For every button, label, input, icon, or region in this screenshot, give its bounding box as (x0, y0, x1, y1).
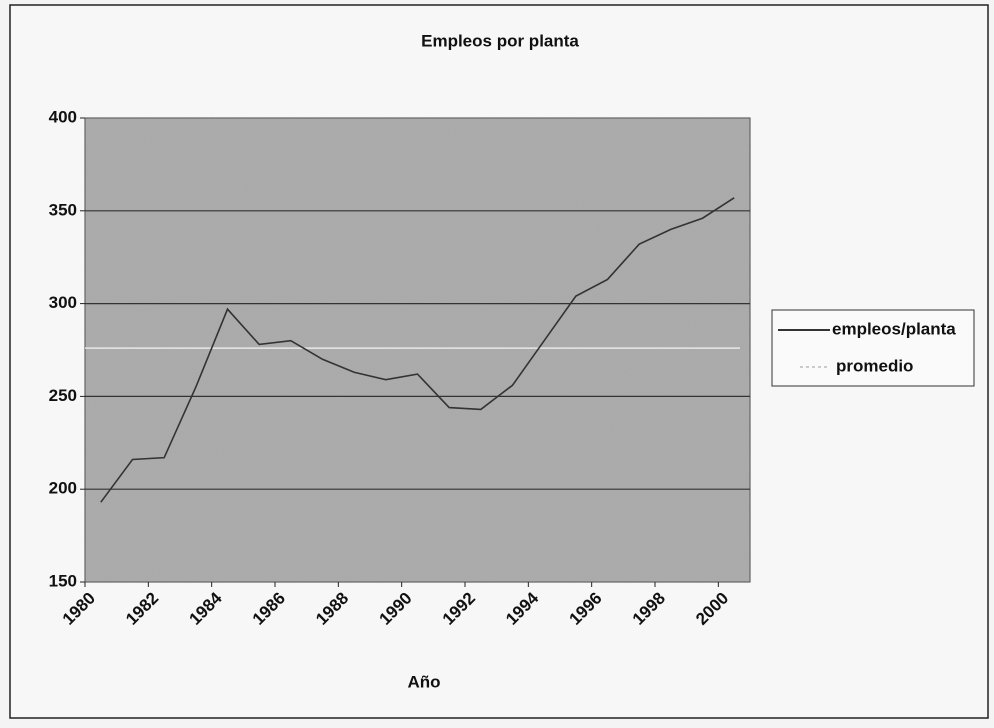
y-tick-label: 200 (49, 479, 77, 498)
y-tick-label: 300 (49, 293, 77, 312)
plot-texture (85, 118, 750, 582)
legend-label: promedio (836, 356, 913, 375)
y-tick-label: 350 (49, 200, 77, 219)
legend-box (771, 309, 975, 387)
legend-label: empleos/planta (832, 319, 956, 338)
chart-title: Empleos por planta (421, 31, 579, 50)
y-tick-label: 150 (49, 571, 77, 590)
y-tick-label: 400 (49, 107, 77, 126)
x-axis-label: Año (407, 672, 440, 691)
data-line (100, 197, 735, 503)
y-tick-label: 250 (49, 386, 77, 405)
